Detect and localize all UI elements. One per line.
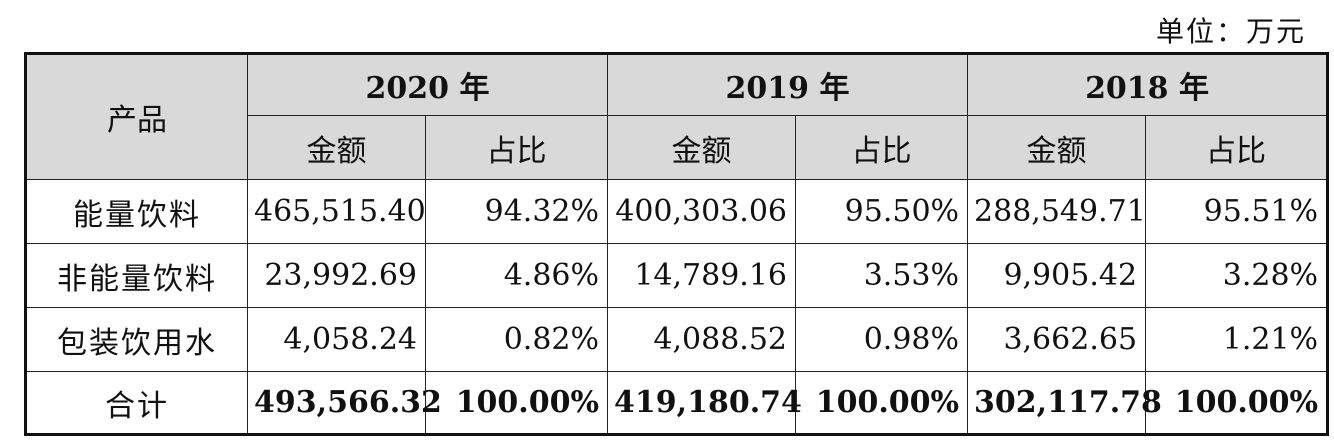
cell-share-2019: 0.98% bbox=[795, 307, 969, 372]
table-row: 包装饮用水 4,058.24 0.82% 4,088.52 0.98% 3,66… bbox=[25, 307, 1329, 372]
row-product: 能量饮料 bbox=[25, 179, 248, 244]
cell-amount-2019: 419,180.74 bbox=[607, 371, 802, 435]
cell-amount-2019: 14,789.16 bbox=[607, 243, 797, 308]
cell-share-2019: 3.53% bbox=[795, 243, 969, 308]
cell-amount-2018: 9,905.42 bbox=[967, 243, 1147, 308]
unit-label: 单位：万元 bbox=[1155, 15, 1306, 48]
cell-share-2020: 4.86% bbox=[424, 243, 609, 308]
row-product: 非能量饮料 bbox=[25, 243, 248, 308]
table-row: 非能量饮料 23,992.69 4.86% 14,789.16 3.53% 9,… bbox=[25, 243, 1329, 308]
cell-share-2018: 100.00% bbox=[1145, 371, 1329, 435]
header-share: 占比 bbox=[424, 115, 609, 180]
cell-amount-2019: 4,088.52 bbox=[607, 307, 797, 372]
header-amount: 金额 bbox=[967, 115, 1147, 180]
cell-share-2019: 95.50% bbox=[795, 179, 969, 244]
header-amount: 金额 bbox=[247, 115, 426, 180]
cell-share-2019: 100.00% bbox=[795, 371, 969, 435]
cell-share-2018: 1.21% bbox=[1145, 307, 1329, 372]
sales-by-product-table: 产品 2020 年 2019 年 2018 年 金额 占比 金额 占比 金额 占… bbox=[24, 52, 1330, 436]
header-year-2018: 2018 年 bbox=[967, 53, 1329, 116]
cell-share-2018: 3.28% bbox=[1145, 243, 1329, 308]
cell-amount-2020: 4,058.24 bbox=[247, 307, 426, 372]
cell-amount-2020: 493,566.32 bbox=[247, 371, 442, 435]
row-product: 合计 bbox=[25, 371, 248, 435]
cell-share-2020: 94.32% bbox=[424, 179, 609, 244]
cell-amount-2018: 302,117.78 bbox=[967, 371, 1162, 435]
header-year-2020: 2020 年 bbox=[246, 53, 609, 116]
cell-amount-2018: 3,662.65 bbox=[967, 307, 1147, 372]
cell-amount-2020: 23,992.69 bbox=[247, 243, 426, 308]
cell-amount-2020: 465,515.40 bbox=[247, 179, 426, 244]
header-amount: 金额 bbox=[607, 115, 797, 180]
cell-share-2018: 95.51% bbox=[1145, 179, 1329, 244]
header-share: 占比 bbox=[795, 115, 969, 180]
header-year-2019: 2019 年 bbox=[607, 53, 969, 116]
cell-amount-2018: 288,549.71 bbox=[967, 179, 1147, 244]
table-row-total: 合计 493,566.32 100.00% 419,180.74 100.00%… bbox=[25, 371, 1329, 435]
cell-amount-2019: 400,303.06 bbox=[607, 179, 797, 244]
header-share: 占比 bbox=[1145, 115, 1329, 180]
cell-share-2020: 0.82% bbox=[424, 307, 609, 372]
row-product: 包装饮用水 bbox=[25, 307, 248, 372]
cell-share-2020: 100.00% bbox=[424, 371, 609, 435]
header-product: 产品 bbox=[25, 53, 248, 180]
table-row: 能量饮料 465,515.40 94.32% 400,303.06 95.50%… bbox=[25, 179, 1329, 244]
